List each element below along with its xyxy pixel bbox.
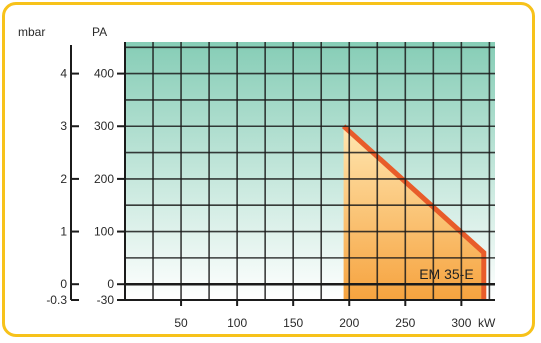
tick-label-mbar: 3 [60,119,67,133]
tick-label-mbar: 1 [60,225,67,239]
tick-label-mbar: 4 [60,67,67,81]
tick-label-x: 200 [339,316,359,330]
tick-label-x: 150 [283,316,303,330]
series-label-em-35-e: EM 35-E [419,266,473,282]
y-axis-unit-pa: PA [92,25,107,39]
tick-label-mbar: -0.3 [46,293,67,307]
tick-label-mbar: 2 [60,172,67,186]
tick-label-pa: 300 [94,119,114,133]
tick-label-pa: 0 [107,277,114,291]
y-axis-unit-mbar: mbar [18,25,45,39]
tick-label-pa: 200 [94,172,114,186]
series-area-em-35-e [343,126,484,300]
x-axis-unit: kW [478,316,496,330]
tick-label-pa: -30 [97,293,115,307]
tick-label-pa: 400 [94,67,114,81]
tick-label-pa: 100 [94,225,114,239]
tick-label-x: 300 [451,316,471,330]
tick-label-x: 50 [174,316,188,330]
tick-label-mbar: 0 [60,277,67,291]
tick-label-x: 100 [227,316,247,330]
tick-label-x: 250 [395,316,415,330]
